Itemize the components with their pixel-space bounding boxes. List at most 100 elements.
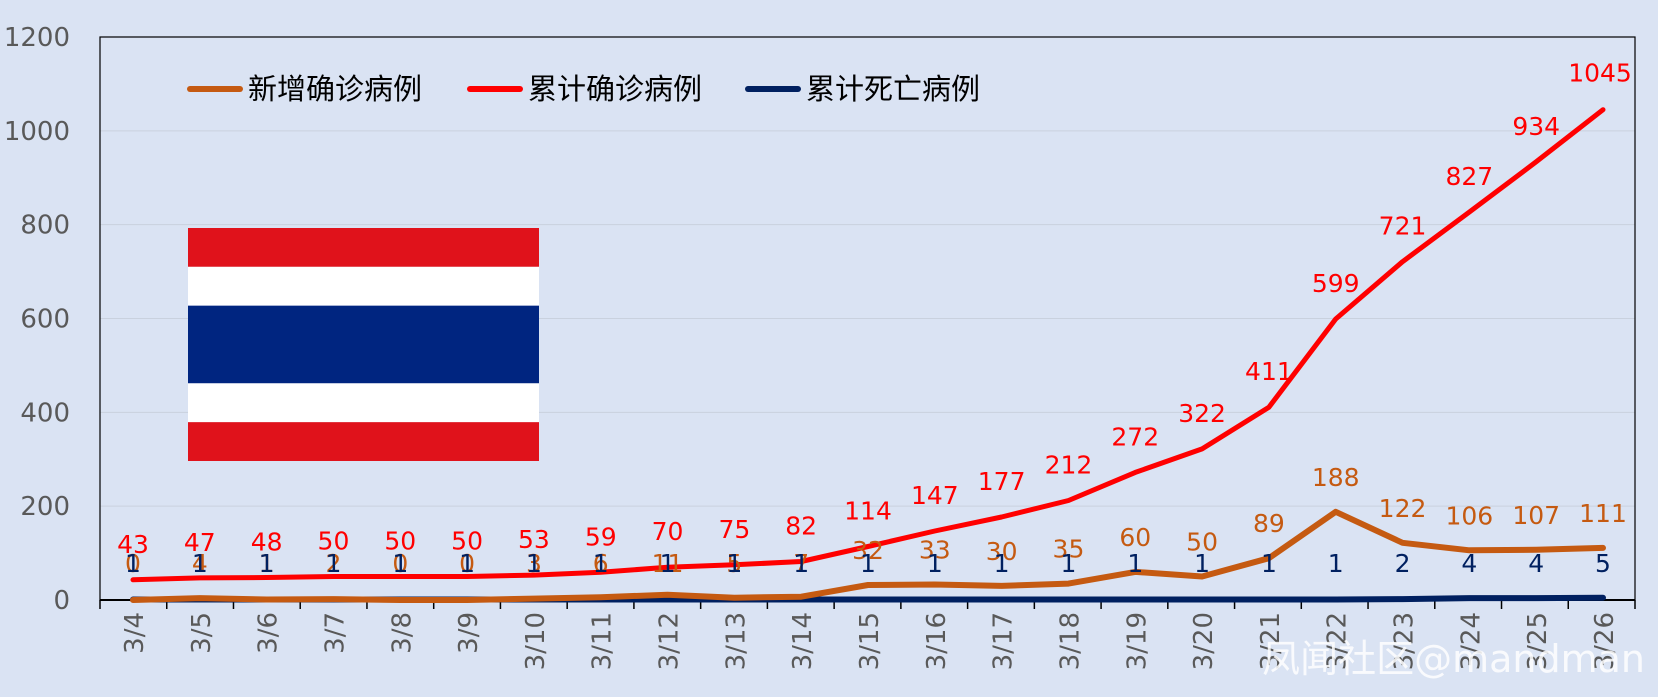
data-label: 1 [1127,549,1143,578]
data-label: 50 [318,527,350,556]
data-label: 1 [793,549,809,578]
y-tick-label: 0 [53,586,70,616]
data-label: 59 [585,522,617,551]
data-label: 5 [1595,549,1611,578]
data-label: 1 [994,549,1010,578]
data-label: 32 [852,536,884,565]
series-lines [130,107,1606,603]
data-label: 50 [384,527,416,556]
data-label: 322 [1178,399,1226,428]
series-line [130,508,1606,603]
data-label: 5 [726,549,742,578]
data-label: 1 [1328,549,1344,578]
x-tick-label: 3/26 [1590,612,1620,670]
data-label: 1 [259,549,275,578]
data-label: 721 [1379,212,1427,241]
y-tick-label: 200 [20,492,70,522]
x-tick-label: 3/21 [1256,612,1286,670]
data-label: 411 [1245,357,1293,386]
data-label: 177 [978,467,1026,496]
data-label: 75 [718,515,750,544]
data-label: 11 [652,549,684,578]
data-label: 1 [259,549,275,578]
data-label: 7 [793,549,809,578]
x-tick-label: 3/15 [855,612,885,670]
legend-label: 新增确诊病例 [248,72,422,106]
data-label: 30 [986,537,1018,566]
x-tick-label: 3/7 [320,612,350,654]
data-label: 1 [192,549,208,578]
data-label: 2 [1395,549,1411,578]
data-label: 35 [1053,535,1085,564]
x-tick-label: 3/12 [655,612,685,670]
data-label: 6 [593,549,609,578]
data-label: 47 [184,528,216,557]
data-label: 50 [1186,528,1218,557]
x-tick-label: 3/8 [387,612,417,654]
data-label: 114 [844,497,892,526]
data-label: 0 [459,549,475,578]
x-tick-label: 3/9 [454,612,484,654]
x-tick-label: 3/14 [788,612,818,670]
data-label: 1 [326,549,342,578]
data-label: 1 [726,549,742,578]
data-label: 1 [392,549,408,578]
data-label: 827 [1446,162,1494,191]
data-label: 1045 [1568,59,1632,88]
y-tick-label: 400 [20,398,70,428]
flag-stripe [188,383,539,423]
data-label: 1 [1261,549,1277,578]
x-tick-label: 3/24 [1456,612,1486,670]
data-label: 3 [526,549,542,578]
x-axis: 3/4 3/5 3/6 3/7 3/8 3/9 3/10 3/11 3/12 3/13 3/14 3/… [99,599,1636,670]
data-label: 1 [459,549,475,578]
thailand-flag [188,228,539,461]
data-label: 0 [392,549,408,578]
flag-stripe [188,228,539,267]
data-label: 53 [518,525,550,554]
x-tick-label: 3/17 [989,612,1019,670]
data-label: 1 [1194,549,1210,578]
x-tick-label: 3/25 [1523,612,1553,670]
legend: 新增确诊病例 累计确诊病例 累计死亡病例 [187,72,980,106]
x-tick-label: 3/10 [521,612,551,670]
x-tick-label: 3/20 [1189,612,1219,670]
data-label: 1 [593,549,609,578]
y-tick-label: 1200 [4,23,70,53]
data-label: 1 [1061,549,1077,578]
data-label: 122 [1379,494,1427,523]
flag-stripe [188,266,539,306]
data-label: 43 [117,530,149,559]
legend-label: 累计确诊病例 [528,72,702,106]
x-tick-label: 3/16 [922,612,952,670]
data-label: 599 [1312,269,1360,298]
data-label: 0 [125,549,141,578]
flag-stripe [188,422,539,461]
data-label: 4 [1461,549,1477,578]
x-tick-label: 3/23 [1390,612,1420,670]
data-label: 48 [251,527,283,556]
data-label: 111 [1579,499,1627,528]
x-tick-label: 3/11 [588,612,618,670]
y-tick-label: 600 [20,305,70,335]
x-tick-label: 3/22 [1323,612,1353,670]
data-label: 2 [326,549,342,578]
data-label: 1 [860,549,876,578]
y-tick-label: 800 [20,211,70,241]
x-tick-label: 3/6 [254,612,284,654]
x-tick-label: 3/13 [721,612,751,670]
data-label: 1 [927,549,943,578]
x-tick-label: 3/5 [187,612,217,654]
data-label: 107 [1512,501,1560,530]
data-label: 1 [526,549,542,578]
data-label: 33 [919,536,951,565]
data-label: 89 [1253,509,1285,538]
data-label: 50 [451,527,483,556]
data-label: 70 [652,517,684,546]
series-line [130,107,1606,583]
y-tick-label: 1000 [4,117,70,147]
data-label: 106 [1446,501,1494,530]
data-label: 1 [660,549,676,578]
